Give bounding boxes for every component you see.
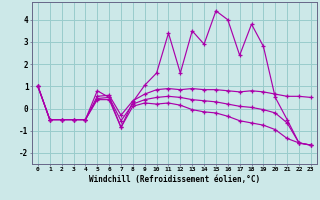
X-axis label: Windchill (Refroidissement éolien,°C): Windchill (Refroidissement éolien,°C): [89, 175, 260, 184]
